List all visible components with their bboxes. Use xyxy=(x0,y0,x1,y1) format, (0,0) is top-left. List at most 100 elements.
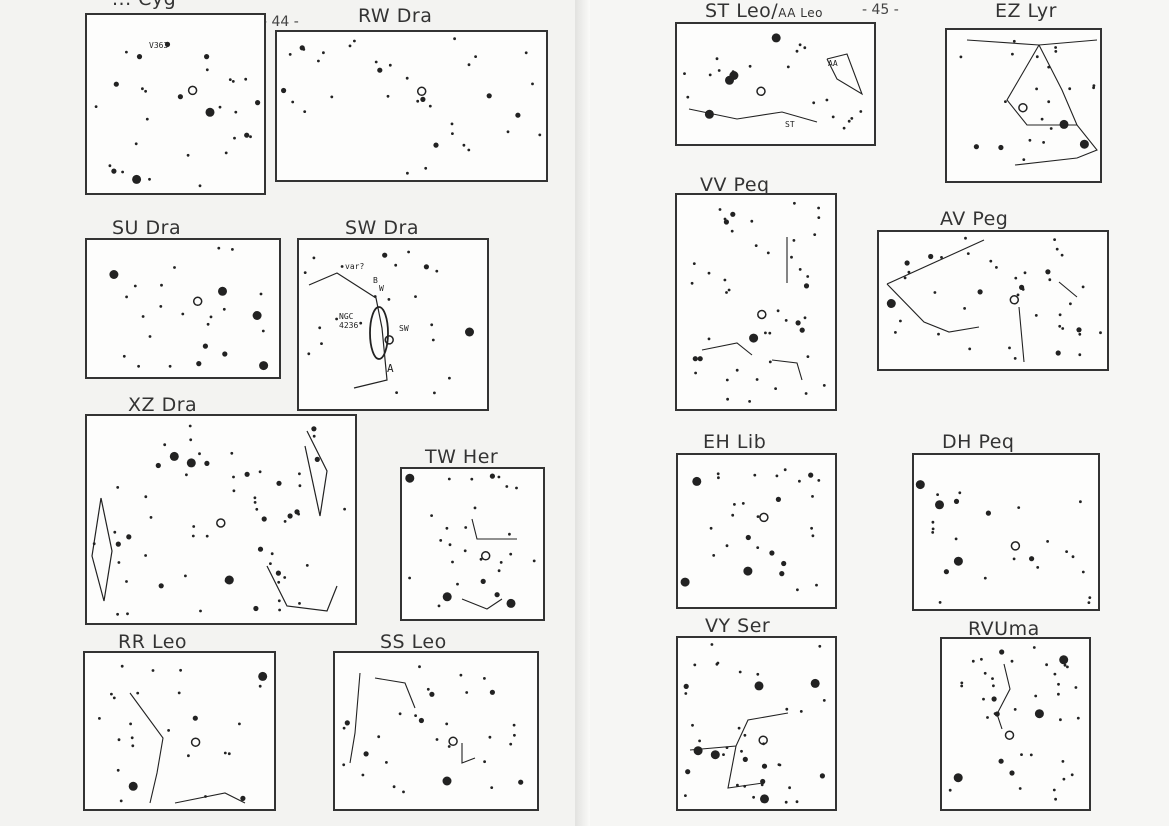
star xyxy=(1045,269,1051,275)
star xyxy=(775,496,781,502)
star xyxy=(424,166,428,170)
star xyxy=(130,736,134,740)
star xyxy=(989,259,993,263)
star xyxy=(330,95,334,99)
star xyxy=(1081,570,1085,574)
star xyxy=(418,717,424,724)
star xyxy=(407,250,410,254)
star xyxy=(959,55,963,59)
star xyxy=(1054,50,1058,53)
star xyxy=(1020,753,1023,756)
star xyxy=(276,480,282,486)
star xyxy=(1092,86,1095,90)
star xyxy=(995,266,998,269)
star xyxy=(451,132,454,135)
star xyxy=(753,473,757,477)
star xyxy=(132,174,142,184)
star-field xyxy=(281,37,542,175)
star xyxy=(899,319,902,323)
star xyxy=(1081,285,1085,289)
star xyxy=(270,552,274,556)
star xyxy=(983,576,987,580)
star xyxy=(799,710,803,713)
star xyxy=(322,51,325,55)
star xyxy=(1023,271,1027,275)
star xyxy=(437,604,441,608)
star xyxy=(725,378,729,382)
star xyxy=(774,387,777,390)
page-number-left: - 44 - xyxy=(262,14,299,30)
star xyxy=(715,57,719,61)
star xyxy=(1042,141,1045,144)
star xyxy=(1076,327,1082,333)
star xyxy=(712,554,716,557)
star xyxy=(1087,601,1091,604)
star xyxy=(683,72,686,75)
star xyxy=(999,649,1005,655)
star xyxy=(223,751,227,755)
chart-annotation: SW xyxy=(399,324,409,333)
star xyxy=(361,773,365,777)
star xyxy=(144,554,147,557)
chart-annotation: V363 xyxy=(149,41,169,50)
star xyxy=(465,327,474,337)
star xyxy=(693,663,697,667)
star xyxy=(792,239,796,242)
chart-annotation: AA xyxy=(828,59,838,68)
star xyxy=(710,750,720,760)
star xyxy=(810,678,820,688)
star xyxy=(450,122,454,126)
star xyxy=(459,673,463,677)
star xyxy=(231,248,234,251)
star xyxy=(755,378,759,381)
star xyxy=(1035,87,1038,91)
star xyxy=(518,779,524,785)
star xyxy=(764,331,767,335)
star xyxy=(886,299,896,308)
star xyxy=(1059,655,1069,665)
star xyxy=(196,361,202,367)
variable-star-marker xyxy=(1004,730,1015,740)
variable-star-marker xyxy=(1018,102,1028,113)
star xyxy=(704,109,714,119)
ss-leo-lines xyxy=(342,665,524,794)
star xyxy=(494,592,500,598)
star xyxy=(964,236,967,240)
star xyxy=(1052,788,1056,792)
star xyxy=(1054,797,1057,801)
star xyxy=(456,582,459,586)
star xyxy=(1053,672,1057,676)
star xyxy=(1070,773,1074,777)
star xyxy=(1060,253,1064,257)
star xyxy=(698,739,701,743)
star xyxy=(509,552,513,556)
star xyxy=(690,281,694,285)
star xyxy=(811,534,815,538)
star xyxy=(359,321,363,325)
star xyxy=(745,534,751,541)
finder-chart-st-leo: AA ST xyxy=(675,22,876,146)
star xyxy=(808,472,814,478)
star xyxy=(1017,506,1021,509)
star xyxy=(798,479,801,483)
star xyxy=(756,515,760,518)
star xyxy=(508,532,511,536)
star xyxy=(122,354,126,358)
variable-star-marker xyxy=(384,335,394,345)
star xyxy=(754,244,758,247)
star xyxy=(490,786,494,789)
star xyxy=(385,761,388,764)
star xyxy=(258,470,262,474)
star xyxy=(785,707,789,711)
star xyxy=(707,337,711,341)
star xyxy=(799,327,805,333)
star xyxy=(232,475,235,479)
star xyxy=(735,368,739,372)
star xyxy=(192,715,198,721)
star xyxy=(731,513,735,517)
star xyxy=(994,711,1000,717)
star xyxy=(253,501,257,504)
star xyxy=(108,164,112,168)
star xyxy=(259,361,269,371)
finder-chart-xz-dra xyxy=(85,414,357,625)
